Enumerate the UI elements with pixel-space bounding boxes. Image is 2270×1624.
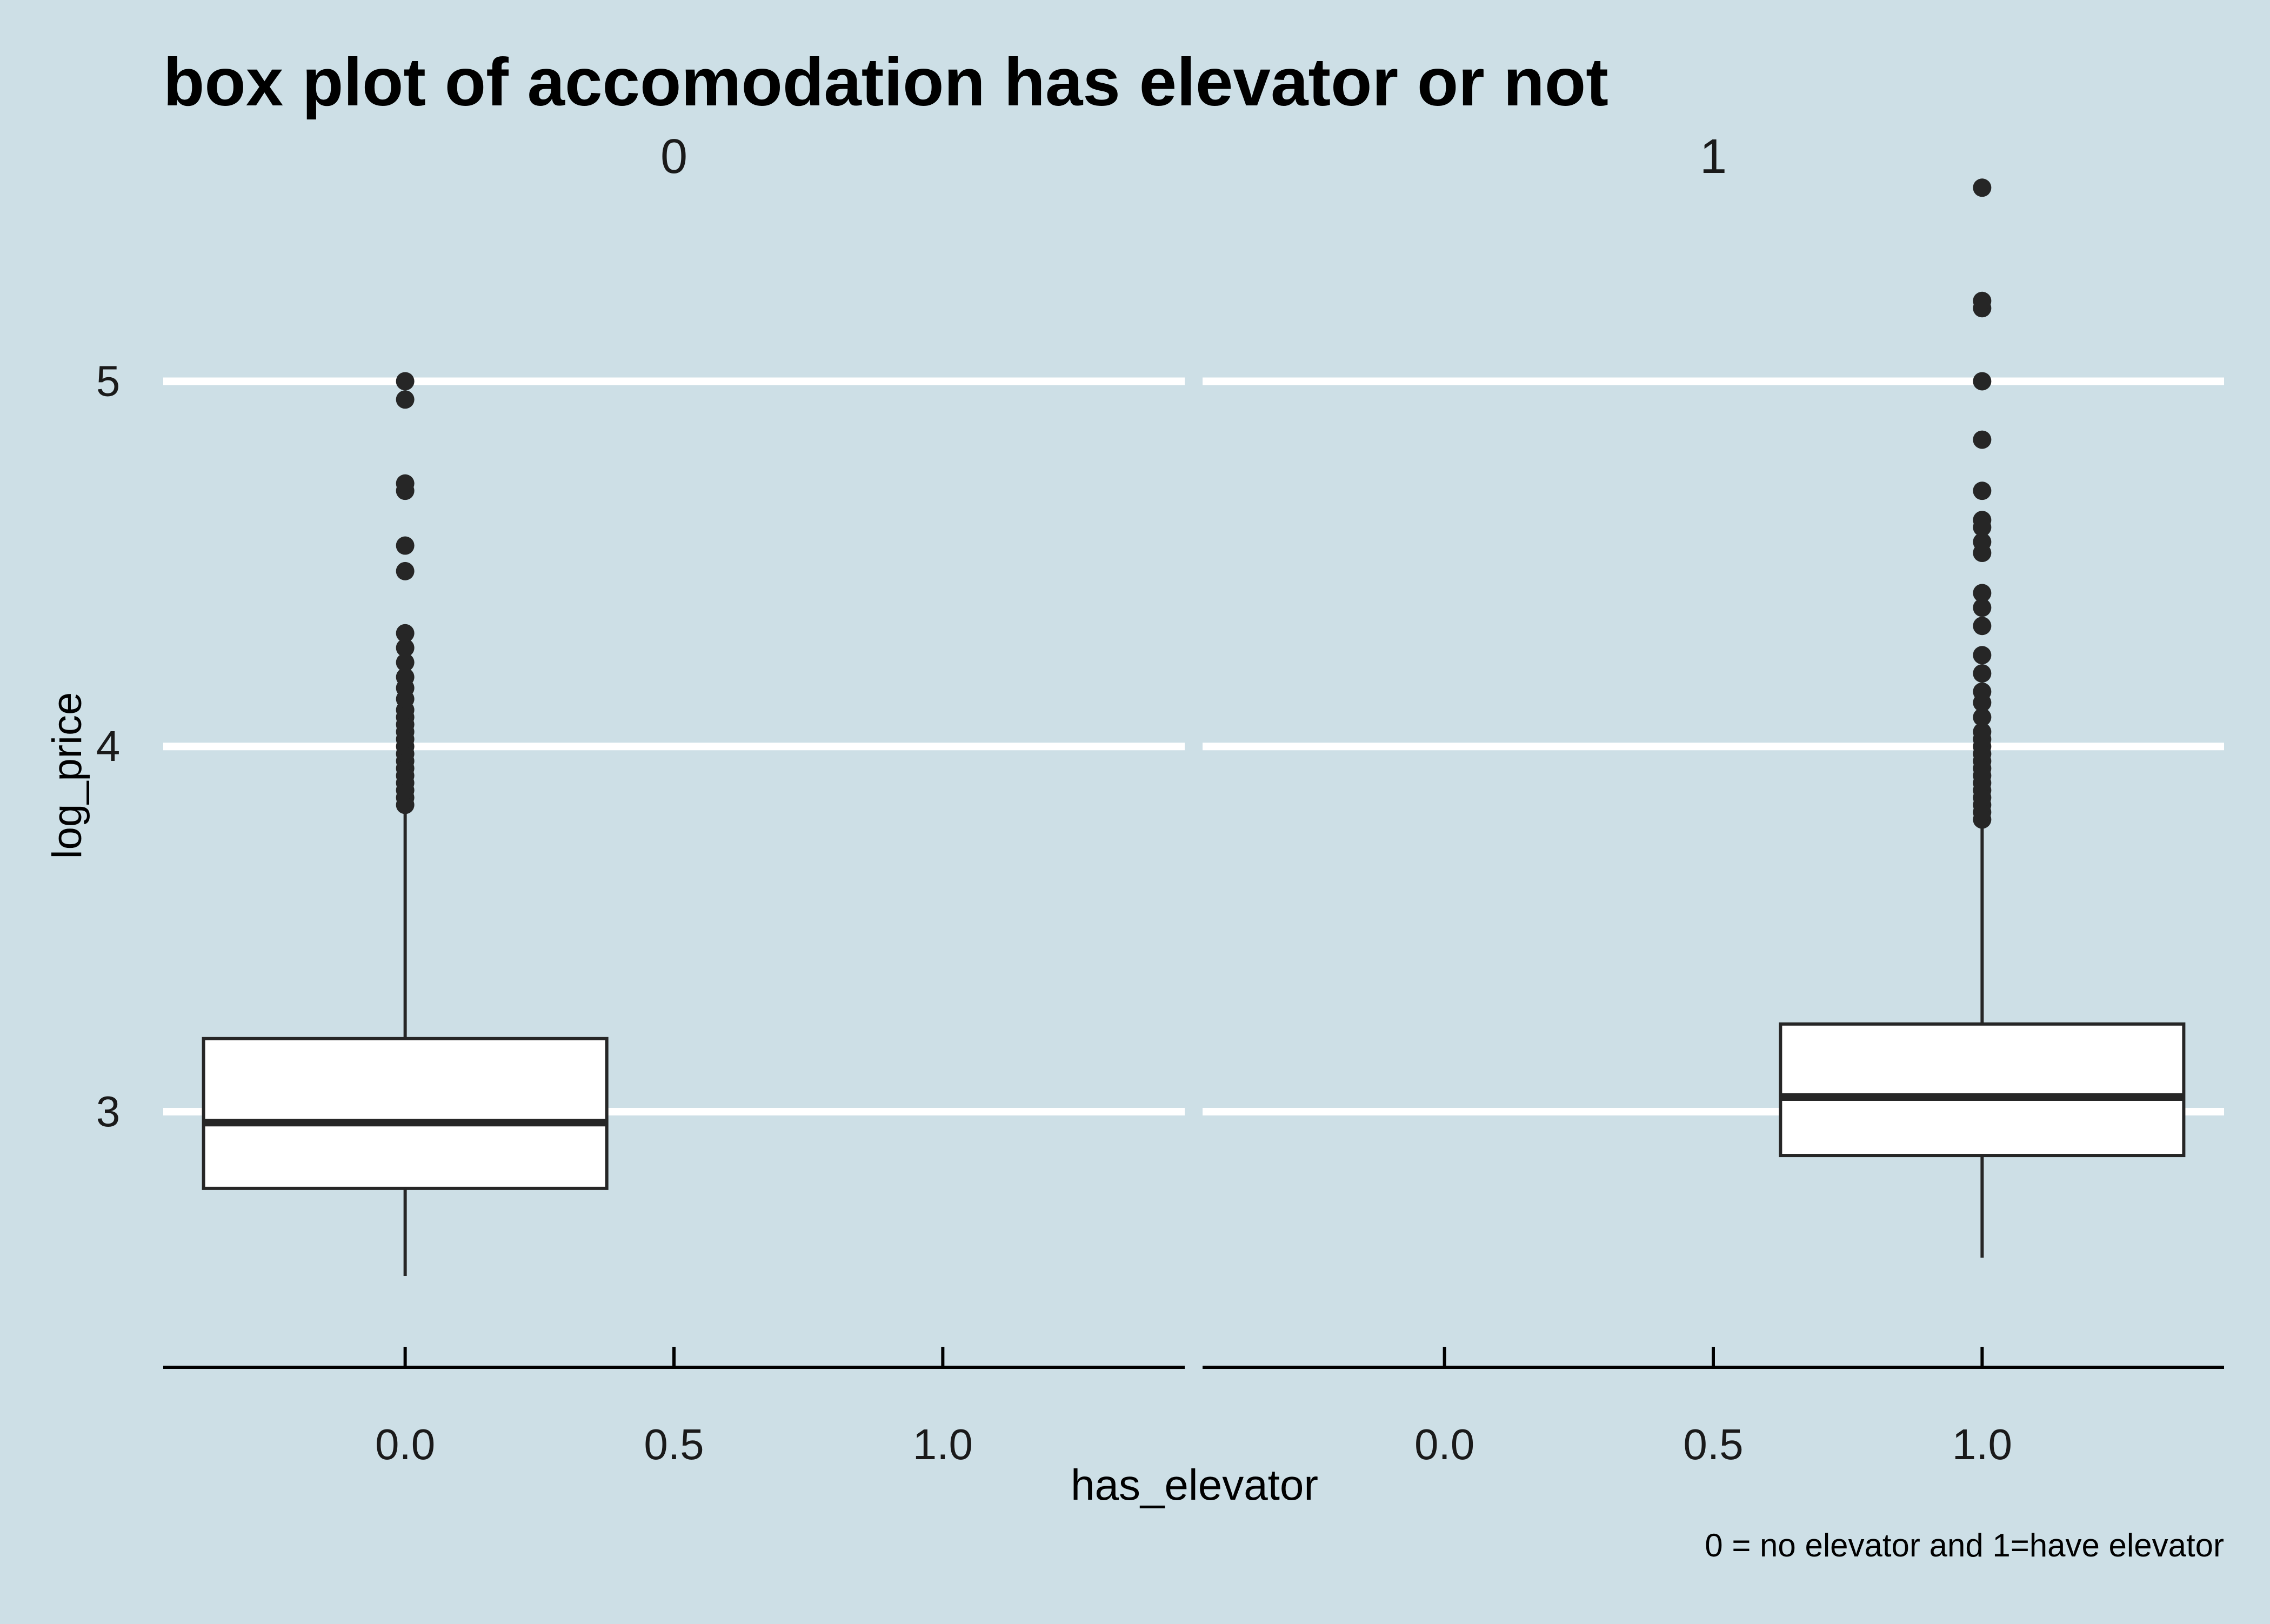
x-tick-label: 0.0 (1414, 1420, 1474, 1468)
x-tick-label: 1.0 (913, 1420, 973, 1468)
outlier-point (396, 390, 415, 409)
facet-strip-label: 1 (1700, 130, 1727, 184)
outlier-point (1973, 617, 1992, 636)
facets-layer: 3 4 5 0 0.0 0.5 1.0 1 0.0 0.5 1.0 (96, 130, 2224, 1468)
x-tick-label: 0.0 (375, 1420, 435, 1468)
outlier-point (1973, 178, 1992, 197)
outlier-point (1973, 682, 1992, 701)
outlier-point (1973, 511, 1992, 530)
outlier-point (396, 667, 415, 686)
outlier-point (1973, 482, 1992, 500)
outlier-point (396, 562, 415, 580)
outlier-point (396, 624, 415, 643)
caption: 0 = no elevator and 1=have elevator (1705, 1527, 2224, 1563)
outlier-point (1973, 708, 1992, 727)
chart-title: box plot of accomodation has elevator or… (163, 45, 1608, 120)
x-tick-label: 1.0 (1952, 1420, 2012, 1468)
outlier-point (1973, 723, 1992, 741)
y-tick-label: 3 (96, 1087, 121, 1135)
x-axis-label: has_elevator (1071, 1461, 1318, 1509)
outlier-point (1973, 532, 1992, 551)
x-tick-label: 0.5 (1683, 1420, 1743, 1468)
facet-strip-label: 0 (660, 130, 687, 184)
facet-panel-1: 1 0.0 0.5 1.0 (1203, 130, 2224, 1468)
outlier-point (1973, 291, 1992, 310)
facet-panel-0: 0 0.0 0.5 1.0 (163, 130, 1185, 1468)
y-tick-label: 4 (96, 722, 121, 770)
y-axis-label: log_price (44, 692, 90, 859)
outlier-point (1973, 598, 1992, 617)
outlier-point (396, 653, 415, 672)
outlier-point (1973, 430, 1992, 449)
iqr-box (1779, 1022, 2186, 1158)
outlier-point (396, 474, 415, 493)
x-tick-label: 0.5 (644, 1420, 704, 1468)
outlier-point (396, 638, 415, 657)
outlier-point (1973, 372, 1992, 391)
iqr-box (202, 1037, 609, 1190)
outlier-point (1973, 646, 1992, 665)
outlier-point (1973, 584, 1992, 603)
outlier-point (396, 536, 415, 555)
outlier-point (396, 372, 415, 391)
y-tick-label: 5 (96, 357, 121, 405)
outlier-point (1973, 664, 1992, 683)
